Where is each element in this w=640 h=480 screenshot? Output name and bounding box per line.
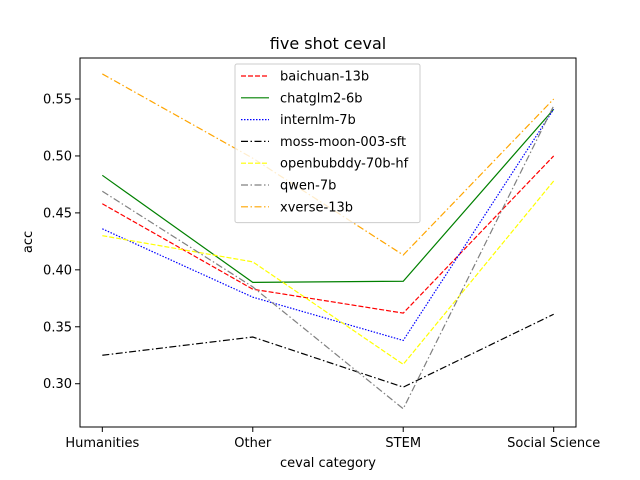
legend-label: openbubddy-70b-hf <box>280 157 409 172</box>
y-axis-label: acc <box>21 231 36 253</box>
chart-title: five shot ceval <box>270 34 386 53</box>
x-axis: Humanities Other STEM Social Science <box>65 427 600 451</box>
legend-label: baichuan-13b <box>280 70 369 85</box>
series-lines <box>101 73 555 410</box>
legend-label: internlm-7b <box>280 113 356 128</box>
series-line-moss-moon-003-sft <box>102 313 554 388</box>
series-line-internlm-7b <box>102 108 555 342</box>
x-tick-label: Social Science <box>507 436 600 451</box>
y-tick-label: 0.35 <box>43 320 72 335</box>
x-tick-label: STEM <box>385 436 421 451</box>
y-tick-label: 0.40 <box>43 263 72 278</box>
y-axis: 0.30 0.35 0.40 0.45 0.50 0.55 <box>43 93 80 392</box>
y-tick-label: 0.45 <box>43 206 72 221</box>
legend-label: qwen-7b <box>280 179 336 194</box>
legend-label: moss-moon-003-sft <box>280 135 406 150</box>
series-line-baichuan-13b <box>102 155 555 314</box>
series-line-chatglm2-6b <box>101 108 555 283</box>
legend-frame <box>234 63 421 224</box>
plot-area-frame <box>79 57 577 428</box>
legend-label: chatglm2-6b <box>280 91 362 106</box>
y-tick-label: 0.55 <box>43 93 72 108</box>
x-axis-label: ceval category <box>280 456 376 471</box>
legend: baichuan-13b chatglm2-6b internlm-7b moss-m… <box>234 63 421 224</box>
y-tick-label: 0.30 <box>43 377 72 392</box>
x-tick-label: Humanities <box>65 436 139 451</box>
x-tick-label: Other <box>234 436 272 451</box>
y-tick-label: 0.50 <box>43 149 72 164</box>
legend-label: xverse-13b <box>280 200 353 215</box>
series-line-qwen-7b <box>101 105 555 410</box>
